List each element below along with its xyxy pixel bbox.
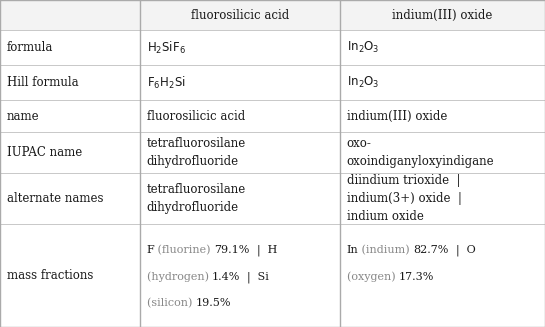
- Text: $\mathregular{In_2O_3}$: $\mathregular{In_2O_3}$: [347, 75, 379, 90]
- Text: fluorosilicic acid: fluorosilicic acid: [147, 110, 245, 123]
- Text: (silicon): (silicon): [147, 298, 196, 309]
- Text: 1.4%: 1.4%: [212, 272, 240, 282]
- Text: oxo-
oxoindiganyloxyindigane: oxo- oxoindiganyloxyindigane: [347, 137, 494, 168]
- Text: In: In: [347, 246, 359, 255]
- Text: name: name: [7, 110, 39, 123]
- Text: indium(III) oxide: indium(III) oxide: [392, 9, 493, 22]
- Text: diindium trioxide  |
indium(3+) oxide  |
indium oxide: diindium trioxide | indium(3+) oxide | i…: [347, 174, 462, 223]
- Text: |  H: | H: [250, 245, 277, 256]
- Text: 79.1%: 79.1%: [214, 246, 250, 255]
- Text: $\mathregular{F_6H_2Si}$: $\mathregular{F_6H_2Si}$: [147, 75, 185, 91]
- Text: IUPAC name: IUPAC name: [7, 146, 82, 159]
- Text: 19.5%: 19.5%: [196, 299, 231, 308]
- Text: indium(III) oxide: indium(III) oxide: [347, 110, 447, 123]
- Text: $\mathregular{In_2O_3}$: $\mathregular{In_2O_3}$: [347, 40, 379, 55]
- Text: tetrafluorosilane
dihydrofluoride: tetrafluorosilane dihydrofluoride: [147, 183, 246, 214]
- Text: fluorosilicic acid: fluorosilicic acid: [191, 9, 289, 22]
- Text: tetrafluorosilane
dihydrofluoride: tetrafluorosilane dihydrofluoride: [147, 137, 246, 168]
- Text: formula: formula: [7, 41, 53, 54]
- Text: mass fractions: mass fractions: [7, 269, 93, 282]
- Text: 82.7%: 82.7%: [414, 246, 449, 255]
- Text: $\mathregular{H_2SiF_6}$: $\mathregular{H_2SiF_6}$: [147, 40, 185, 56]
- Bar: [0, 0, 545, 30]
- Text: 17.3%: 17.3%: [399, 272, 434, 282]
- Text: (fluorine): (fluorine): [154, 245, 214, 256]
- Text: (hydrogen): (hydrogen): [147, 272, 212, 282]
- Text: (indium): (indium): [359, 245, 414, 256]
- Text: F: F: [147, 246, 154, 255]
- Text: Hill formula: Hill formula: [7, 76, 78, 89]
- Text: alternate names: alternate names: [7, 192, 103, 205]
- Text: |  O: | O: [449, 245, 476, 256]
- Text: |  Si: | Si: [240, 271, 269, 283]
- Text: (oxygen): (oxygen): [347, 272, 399, 282]
